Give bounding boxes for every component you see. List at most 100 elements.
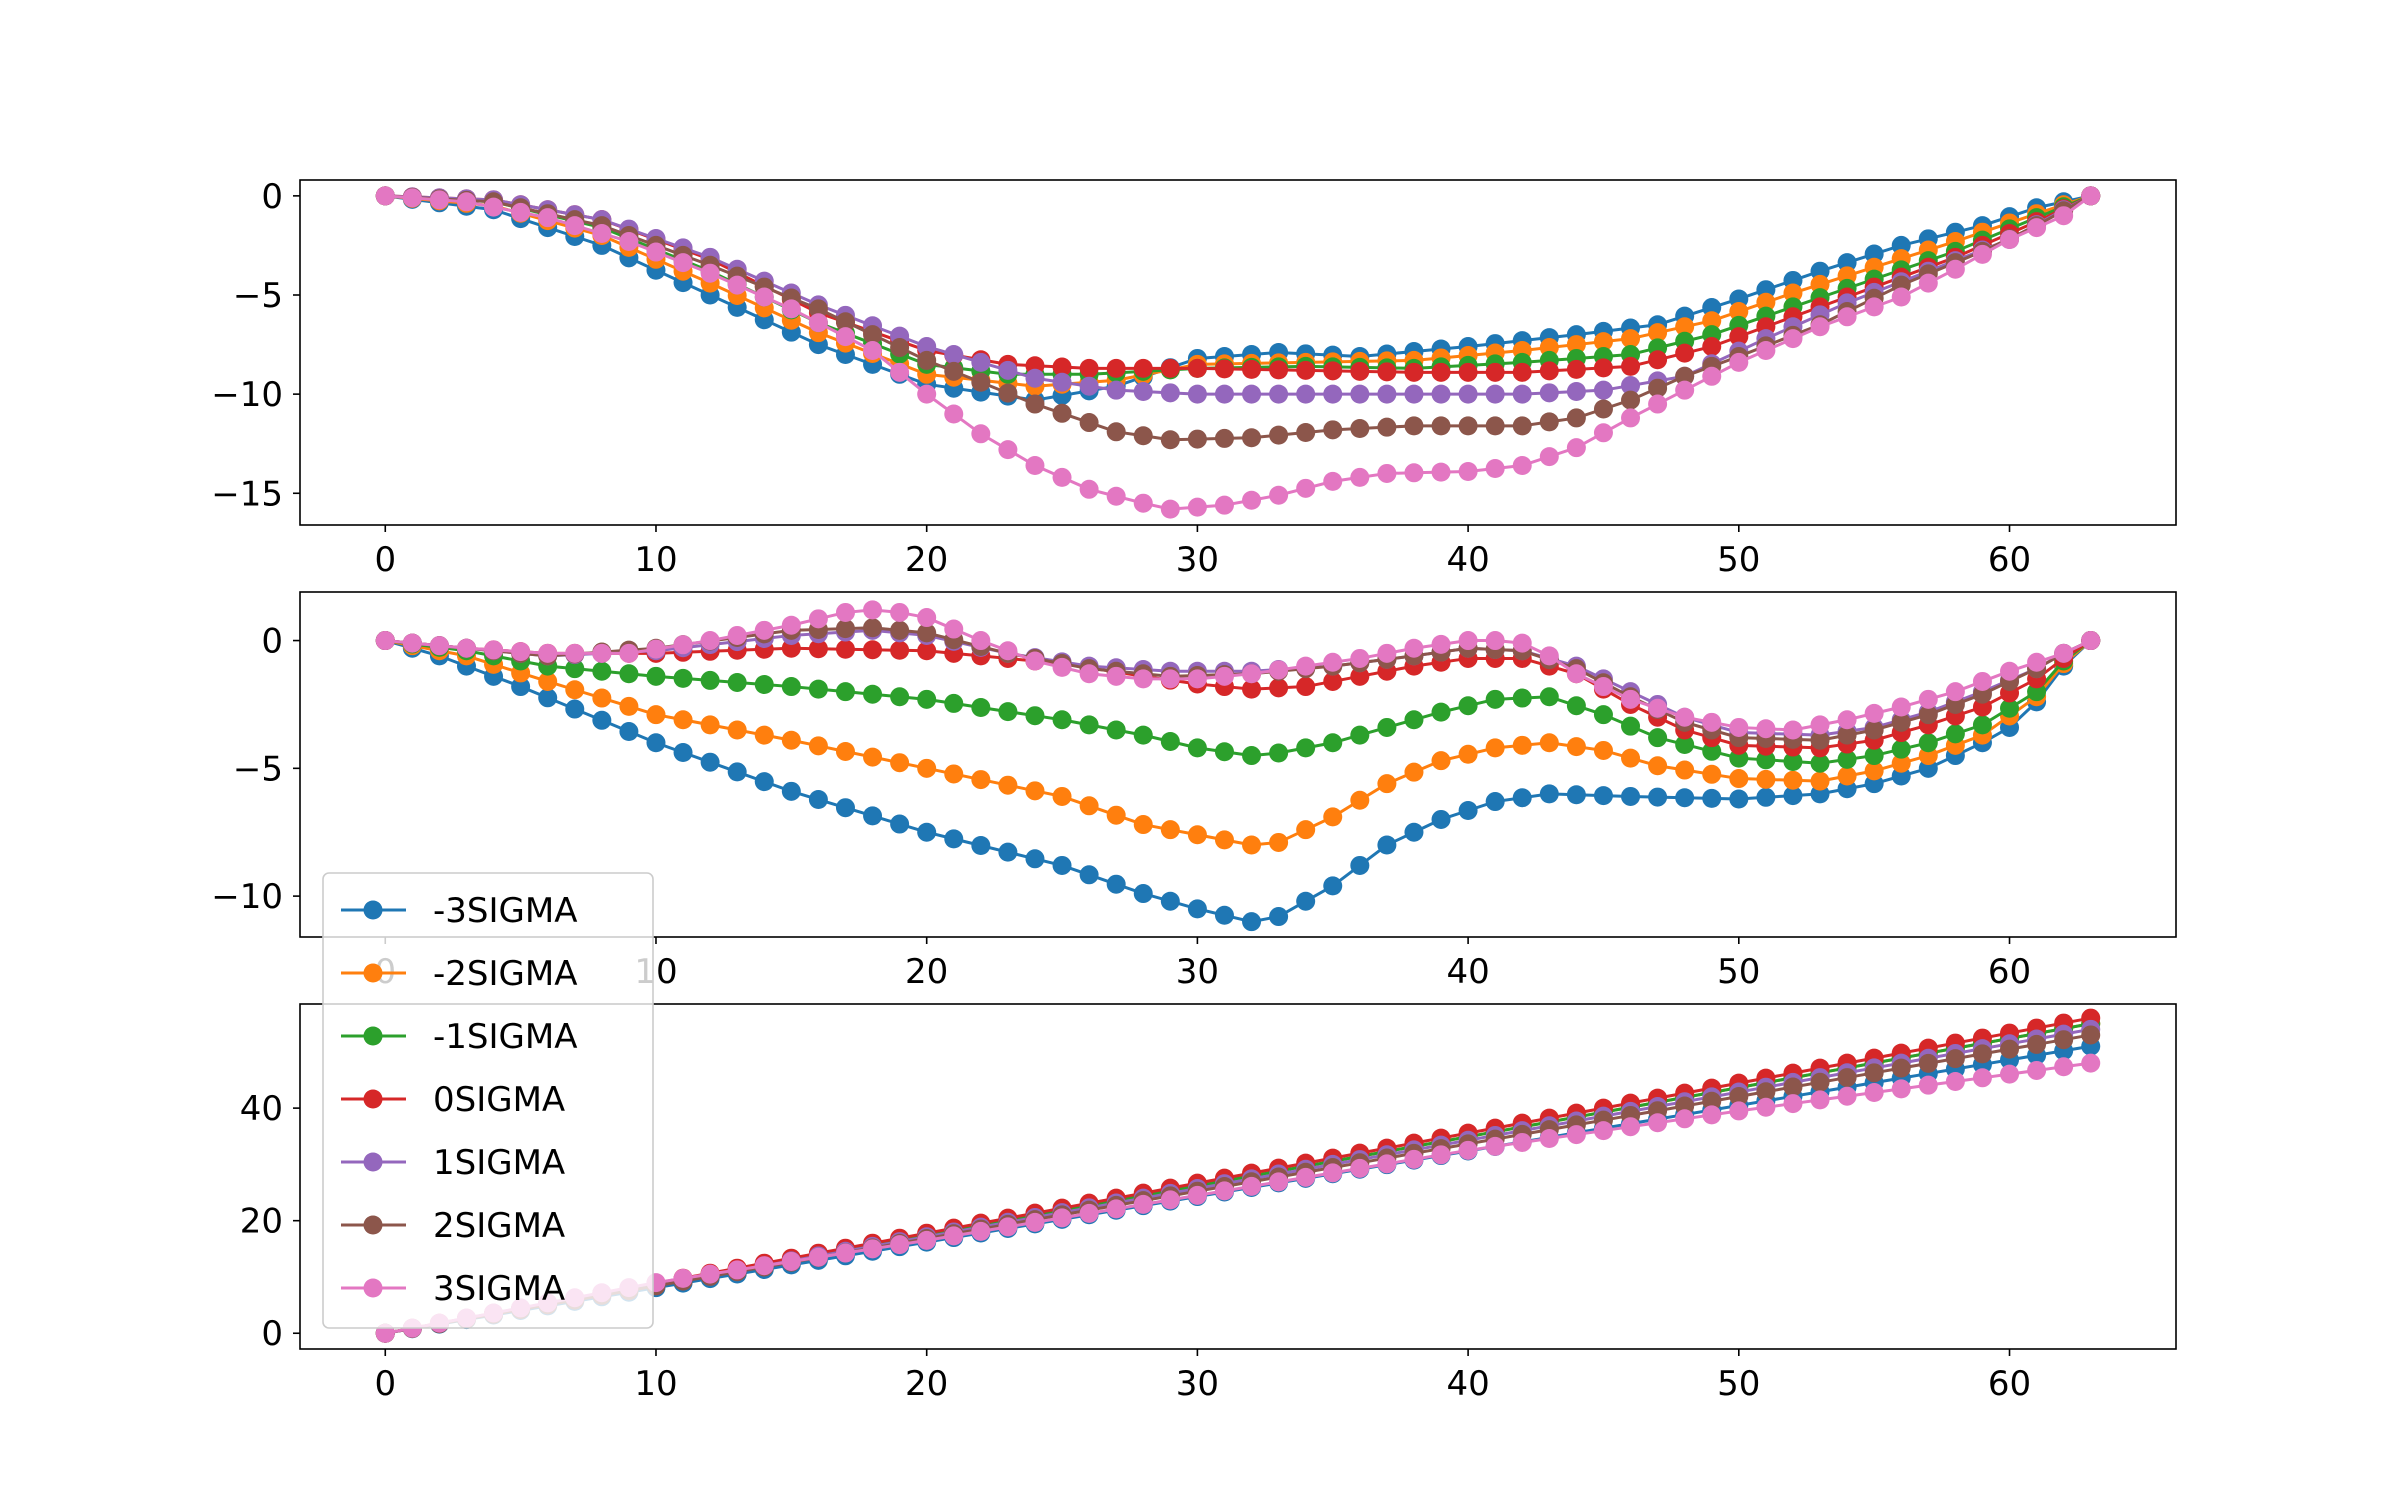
data-point	[998, 775, 1018, 795]
data-point	[781, 781, 801, 801]
data-point	[1837, 725, 1857, 745]
data-point	[1648, 1113, 1668, 1133]
data-point	[1458, 801, 1478, 820]
data-point	[1783, 329, 1803, 349]
data-point	[1025, 394, 1045, 414]
data-point	[1431, 416, 1451, 436]
data-point	[1783, 770, 1803, 790]
series-line	[385, 194, 2092, 396]
data-point	[863, 341, 883, 361]
data-point	[1621, 390, 1641, 410]
data-point	[808, 679, 828, 699]
data-point	[1702, 1105, 1722, 1125]
legend-marker	[363, 1089, 383, 1109]
data-point	[835, 798, 855, 818]
x-tick-label: 60	[1988, 952, 2031, 992]
data-point	[700, 1264, 720, 1284]
data-point	[1269, 907, 1289, 927]
data-point	[727, 720, 747, 740]
data-point	[1160, 1190, 1180, 1210]
data-point	[429, 636, 449, 656]
legend-label: 1SIGMA	[433, 1143, 565, 1183]
data-point	[1918, 1053, 1938, 1073]
data-point	[1621, 329, 1641, 349]
data-point	[917, 689, 937, 709]
data-point	[1025, 781, 1045, 801]
data-point	[1621, 408, 1641, 428]
data-point	[944, 1226, 964, 1246]
data-point	[1945, 724, 1965, 744]
data-point	[1539, 383, 1559, 403]
series-line	[385, 639, 2092, 750]
data-point	[1242, 679, 1262, 699]
data-point	[1404, 638, 1424, 658]
data-point	[998, 360, 1018, 380]
data-point	[1242, 664, 1262, 684]
data-point	[1214, 742, 1234, 762]
data-point	[1079, 413, 1099, 433]
data-point	[619, 231, 639, 251]
data-point	[1539, 1129, 1559, 1149]
data-point	[1891, 697, 1911, 717]
data-point	[1269, 360, 1289, 380]
data-point	[1296, 891, 1316, 911]
data-point	[592, 710, 612, 730]
data-point	[1133, 725, 1153, 745]
data-point	[1160, 358, 1180, 378]
data-point	[1187, 497, 1207, 517]
data-point	[863, 1239, 883, 1259]
data-point	[1539, 361, 1559, 381]
data-point	[1891, 235, 1911, 255]
data-point	[1512, 416, 1532, 436]
data-point	[1025, 849, 1045, 869]
data-point	[1972, 244, 1992, 264]
data-point	[402, 188, 422, 208]
data-point	[1404, 463, 1424, 483]
data-point	[1296, 820, 1316, 840]
legend-frame	[322, 872, 654, 1329]
data-point	[890, 753, 910, 773]
data-point	[1485, 416, 1505, 436]
x-tick-label: 10	[634, 540, 677, 580]
data-point	[1269, 743, 1289, 763]
data-point	[1187, 738, 1207, 758]
data-point	[1350, 384, 1370, 404]
series-line	[384, 1061, 2091, 1335]
legend-marker	[363, 1215, 383, 1235]
data-point	[1485, 689, 1505, 709]
data-point	[1539, 447, 1559, 467]
series-line	[385, 1033, 2091, 1335]
data-point	[1296, 360, 1316, 380]
data-point	[781, 1251, 801, 1271]
data-point	[402, 633, 422, 653]
series-line	[385, 639, 2092, 765]
data-point	[1214, 1181, 1234, 1201]
data-point	[1242, 490, 1262, 510]
series-line	[385, 194, 2092, 442]
data-point	[1512, 735, 1532, 755]
data-point	[1106, 720, 1126, 740]
data-point	[754, 675, 774, 695]
data-point	[2000, 229, 2020, 249]
data-point	[1106, 380, 1126, 400]
data-point	[1133, 884, 1153, 904]
data-point	[1458, 1140, 1478, 1160]
data-point	[538, 688, 558, 708]
data-point	[971, 698, 991, 718]
data-point	[1566, 785, 1586, 805]
data-point	[1350, 467, 1370, 487]
data-point	[1837, 1086, 1857, 1106]
axes-frame	[299, 591, 2177, 938]
data-point	[835, 682, 855, 702]
data-point	[1350, 648, 1370, 668]
data-point	[1187, 384, 1207, 404]
data-point	[1485, 631, 1505, 651]
data-point	[1377, 362, 1397, 382]
data-point	[1052, 855, 1072, 875]
data-point	[1404, 822, 1424, 842]
data-point	[1918, 705, 1938, 725]
data-point	[1485, 738, 1505, 758]
data-point	[1106, 874, 1126, 894]
